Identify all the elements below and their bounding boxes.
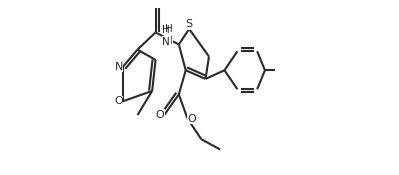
Text: S: S	[186, 19, 193, 29]
Text: H: H	[162, 25, 170, 35]
Text: H
N: H N	[165, 24, 173, 46]
Text: N: N	[115, 62, 123, 72]
Text: O: O	[188, 114, 196, 124]
Text: O: O	[114, 96, 123, 106]
Text: O: O	[156, 110, 164, 120]
Text: N: N	[162, 37, 170, 47]
